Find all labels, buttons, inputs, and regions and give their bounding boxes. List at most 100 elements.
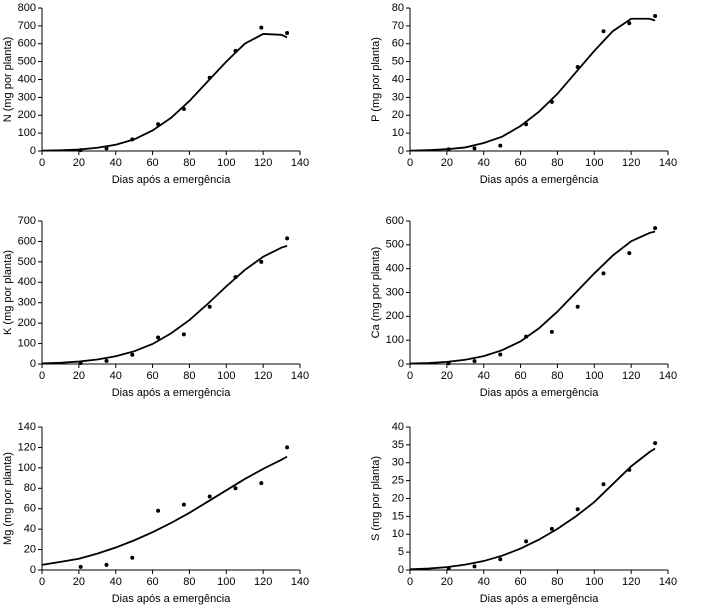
x-tick-label: 80 <box>183 157 195 169</box>
x-tick-label: 100 <box>217 370 235 382</box>
data-point <box>156 508 161 513</box>
data-point <box>259 25 264 30</box>
y-tick-label: 400 <box>18 276 36 288</box>
data-point <box>285 31 290 36</box>
y-tick-label: 0 <box>30 145 36 157</box>
y-tick-label: 50 <box>392 56 404 68</box>
x-tick-label: 120 <box>254 157 272 169</box>
x-tick-label: 20 <box>73 157 85 169</box>
data-point <box>130 352 135 357</box>
y-tick-label: 600 <box>18 38 36 50</box>
x-tick-label: 40 <box>478 576 490 588</box>
y-tick-label: 200 <box>386 310 404 322</box>
x-tick-label: 0 <box>39 576 45 588</box>
x-tick-label: 0 <box>407 370 413 382</box>
y-tick-label: 500 <box>18 56 36 68</box>
y-tick-label: 70 <box>392 20 404 32</box>
x-tick-label: 20 <box>441 370 453 382</box>
data-point <box>549 526 554 531</box>
y-tick-label: 400 <box>386 263 404 275</box>
data-point <box>601 29 606 34</box>
y-tick-label: 800 <box>18 2 36 14</box>
data-point <box>207 304 212 309</box>
fit-curve <box>41 245 288 365</box>
data-point <box>259 481 264 486</box>
x-tick-label: 0 <box>407 576 413 588</box>
y-tick-label: 10 <box>392 127 404 139</box>
x-tick-label: 40 <box>110 370 122 382</box>
data-point <box>601 271 606 276</box>
data-point <box>524 539 529 544</box>
y-tick-label: 80 <box>24 482 36 494</box>
y-tick-label: 0 <box>30 358 36 370</box>
x-axis-label: Dias após a emergência <box>480 174 600 186</box>
y-tick-label: 300 <box>386 286 404 298</box>
data-point <box>181 502 186 507</box>
y-tick-label: 15 <box>392 510 404 522</box>
x-tick-label: 140 <box>291 576 309 588</box>
x-tick-label: 120 <box>622 370 640 382</box>
data-point <box>181 332 186 337</box>
y-tick-label: 40 <box>392 73 404 85</box>
data-point <box>207 494 212 499</box>
y-tick-label: 500 <box>386 239 404 251</box>
x-tick-label: 100 <box>585 157 603 169</box>
data-point <box>653 441 658 446</box>
panel: 0 100 200 300 400 500 600 700 800 0 20 40 60 80 100 120… <box>2 2 309 186</box>
fit-curve <box>41 33 288 152</box>
y-tick-label: 80 <box>392 2 404 14</box>
data-point <box>285 445 290 450</box>
y-tick-label: 700 <box>18 20 36 32</box>
y-tick-label: 10 <box>392 528 404 540</box>
x-tick-label: 80 <box>183 576 195 588</box>
y-tick-label: 100 <box>386 334 404 346</box>
data-point <box>472 146 477 151</box>
x-tick-label: 0 <box>39 370 45 382</box>
x-tick-label: 100 <box>217 576 235 588</box>
fit-curve <box>409 230 656 365</box>
y-tick-label: 40 <box>24 523 36 535</box>
x-tick-label: 60 <box>514 157 526 169</box>
y-tick-label: 30 <box>392 457 404 469</box>
y-tick-label: 100 <box>18 127 36 139</box>
y-tick-label: 30 <box>392 91 404 103</box>
x-tick-label: 140 <box>291 370 309 382</box>
y-tick-label: 20 <box>24 543 36 555</box>
x-tick-label: 40 <box>478 157 490 169</box>
x-tick-label: 20 <box>73 370 85 382</box>
y-tick-label: 700 <box>18 215 36 227</box>
y-axis-label: P (mg por planta) <box>370 37 382 122</box>
x-tick-label: 20 <box>441 157 453 169</box>
y-tick-label: 25 <box>392 475 404 487</box>
data-point <box>472 564 477 569</box>
y-tick-label: 600 <box>386 215 404 227</box>
data-point <box>498 143 503 148</box>
x-tick-label: 100 <box>217 157 235 169</box>
data-point <box>627 251 632 256</box>
data-point <box>498 557 503 562</box>
y-tick-label: 60 <box>24 503 36 515</box>
x-tick-label: 80 <box>551 576 563 588</box>
x-tick-label: 80 <box>183 370 195 382</box>
x-tick-label: 60 <box>146 576 158 588</box>
x-tick-label: 0 <box>39 157 45 169</box>
data-point <box>233 486 238 491</box>
x-axis-label: Dias após a emergência <box>112 174 232 186</box>
panel: 0 10 20 30 40 50 60 70 80 0 20 40 60 80 100 120 140 Dias … <box>370 2 677 186</box>
x-tick-label: 120 <box>254 576 272 588</box>
y-tick-label: 300 <box>18 91 36 103</box>
fit-curve <box>409 447 656 571</box>
data-point <box>78 564 83 569</box>
x-tick-label: 60 <box>514 576 526 588</box>
x-tick-label: 20 <box>441 576 453 588</box>
y-tick-label: 40 <box>392 421 404 433</box>
y-tick-label: 0 <box>398 564 404 576</box>
data-point <box>285 236 290 241</box>
y-tick-label: 140 <box>18 421 36 433</box>
x-tick-label: 40 <box>110 157 122 169</box>
y-axis-label: N (mg por planta) <box>2 37 14 123</box>
x-tick-label: 60 <box>146 157 158 169</box>
y-tick-label: 0 <box>398 358 404 370</box>
x-tick-label: 100 <box>585 370 603 382</box>
